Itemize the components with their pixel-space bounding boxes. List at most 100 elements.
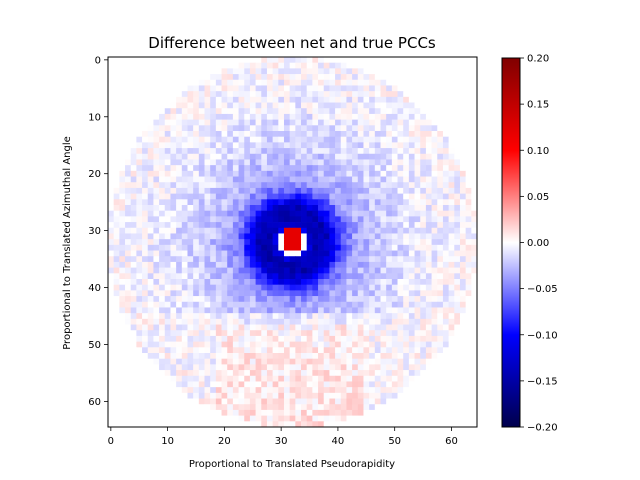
heatmap-cell (295, 307, 302, 314)
heatmap-cell (397, 68, 404, 75)
heatmap-cell (408, 199, 415, 206)
heatmap-cell (147, 199, 154, 206)
heatmap-cell (391, 79, 398, 86)
heatmap-cell (414, 415, 421, 422)
heatmap-cell (289, 267, 296, 274)
heatmap-cell (210, 68, 217, 75)
heatmap-cell (136, 267, 143, 274)
heatmap-cell (335, 415, 342, 422)
heatmap-cell (125, 421, 132, 428)
heatmap-cell (181, 148, 188, 155)
heatmap-cell (142, 324, 149, 331)
heatmap-cell (414, 142, 421, 149)
heatmap-cell (125, 250, 132, 257)
heatmap-cell (125, 409, 132, 416)
heatmap-cell (414, 227, 421, 234)
heatmap-cell (465, 165, 472, 172)
heatmap-cell (130, 159, 137, 166)
heatmap-cell (215, 108, 222, 115)
colorbar-tick-label: −0.05 (527, 284, 558, 295)
heatmap-cell (431, 91, 438, 98)
heatmap-cell (272, 131, 279, 138)
heatmap-cell (249, 170, 256, 177)
heatmap-cell (125, 153, 132, 160)
heatmap-cell (391, 335, 398, 342)
heatmap-cell (142, 358, 149, 365)
heatmap-cell (244, 296, 251, 303)
heatmap-cell (108, 102, 115, 109)
heatmap-cell (147, 85, 154, 92)
heatmap-cell (408, 153, 415, 160)
heatmap-cell (431, 159, 438, 166)
heatmap-cell (454, 392, 461, 399)
heatmap-cell (414, 96, 421, 103)
heatmap-cell (425, 273, 432, 280)
heatmap-cell (301, 381, 308, 388)
heatmap-cell (420, 142, 427, 149)
heatmap-cell (397, 199, 404, 206)
heatmap-cell (221, 68, 228, 75)
heatmap-cell (335, 216, 342, 223)
heatmap-cell (437, 159, 444, 166)
heatmap-cell (238, 256, 245, 263)
heatmap-cell (142, 148, 149, 155)
heatmap-cell (244, 324, 251, 331)
heatmap-cell (374, 153, 381, 160)
heatmap-cell (153, 148, 160, 155)
heatmap-cell (408, 398, 415, 405)
heatmap-cell (442, 68, 449, 75)
heatmap-cell (380, 187, 387, 194)
heatmap-cell (113, 108, 120, 115)
heatmap-cell (363, 347, 370, 354)
heatmap-cell (391, 193, 398, 200)
heatmap-cell (306, 108, 313, 115)
heatmap-cell (181, 187, 188, 194)
heatmap-cell (386, 119, 393, 126)
heatmap-cell (374, 279, 381, 286)
heatmap-cell (386, 210, 393, 217)
heatmap-cell (335, 387, 342, 394)
heatmap-cell (386, 187, 393, 194)
heatmap-cell (283, 364, 291, 371)
heatmap-cell (471, 250, 478, 257)
heatmap-cell (363, 301, 370, 308)
heatmap-cell (306, 353, 313, 360)
heatmap-cell (136, 250, 143, 257)
heatmap-cell (352, 187, 359, 194)
heatmap-cell (425, 187, 432, 194)
heatmap-cell (147, 125, 154, 132)
heatmap-cell (289, 307, 296, 314)
heatmap-cell (397, 387, 404, 394)
heatmap-cell (227, 250, 234, 257)
heatmap-cell (249, 222, 256, 229)
heatmap-cell (176, 79, 183, 86)
heatmap-cell (346, 398, 353, 405)
heatmap-cell (181, 205, 188, 212)
heatmap-cell (164, 199, 171, 206)
heatmap-cell (459, 74, 466, 81)
heatmap-cell (397, 74, 404, 81)
heatmap-cell (153, 273, 160, 280)
heatmap-cell (198, 250, 205, 257)
heatmap-cell (374, 375, 381, 382)
heatmap-cell (391, 301, 398, 308)
heatmap-cell (329, 381, 336, 388)
heatmap-cell (437, 353, 444, 360)
heatmap-cell (170, 284, 177, 291)
heatmap-cell (289, 187, 296, 194)
heatmap-cell (142, 216, 149, 223)
heatmap-cell (187, 296, 194, 303)
heatmap-cell (369, 176, 376, 183)
heatmap-cell (414, 392, 421, 399)
heatmap-cell (352, 335, 359, 342)
heatmap-cell (391, 421, 398, 428)
heatmap-cell (221, 284, 228, 291)
heatmap-cell (283, 273, 291, 280)
heatmap-cell (386, 267, 393, 274)
heatmap-cell (193, 108, 200, 115)
heatmap-cell (238, 170, 245, 177)
heatmap-cell (323, 159, 330, 166)
heatmap-cell (170, 347, 177, 354)
heatmap-cell (272, 193, 279, 200)
heatmap-cell (312, 296, 319, 303)
